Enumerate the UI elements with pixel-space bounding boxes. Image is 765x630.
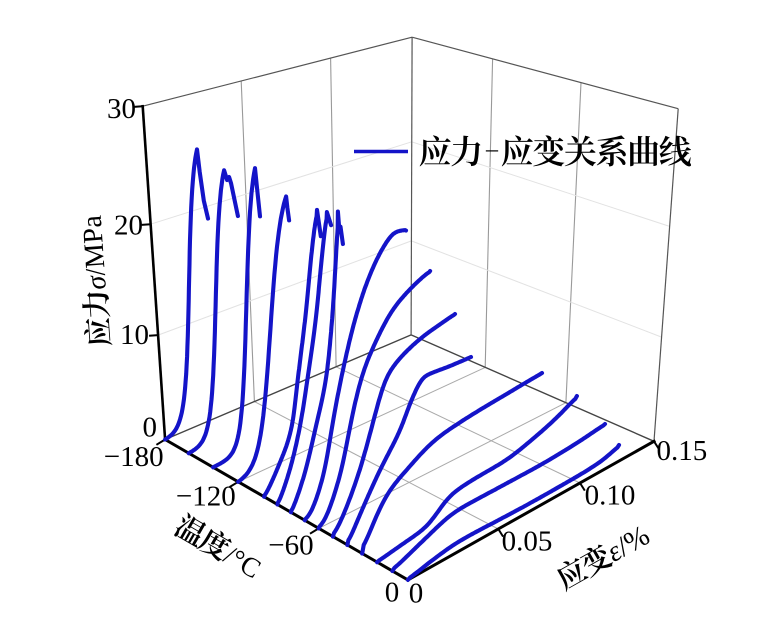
svg-text:20: 20 [114,210,143,242]
svg-text:30: 30 [107,93,136,125]
svg-text:−180: −180 [104,441,164,473]
svg-text:–: – [485,137,499,163]
svg-text:−60: −60 [268,530,313,562]
svg-text:0: 0 [385,577,400,609]
svg-text:0.10: 0.10 [585,480,636,512]
svg-text:10: 10 [120,319,149,351]
svg-text:0: 0 [409,578,424,610]
svg-text:0.05: 0.05 [502,526,553,558]
svg-text:0.15: 0.15 [657,435,708,467]
svg-text:σ/MPa: σ/MPa [77,214,113,291]
svg-text:−120: −120 [176,481,236,513]
svg-text:0: 0 [143,412,158,444]
